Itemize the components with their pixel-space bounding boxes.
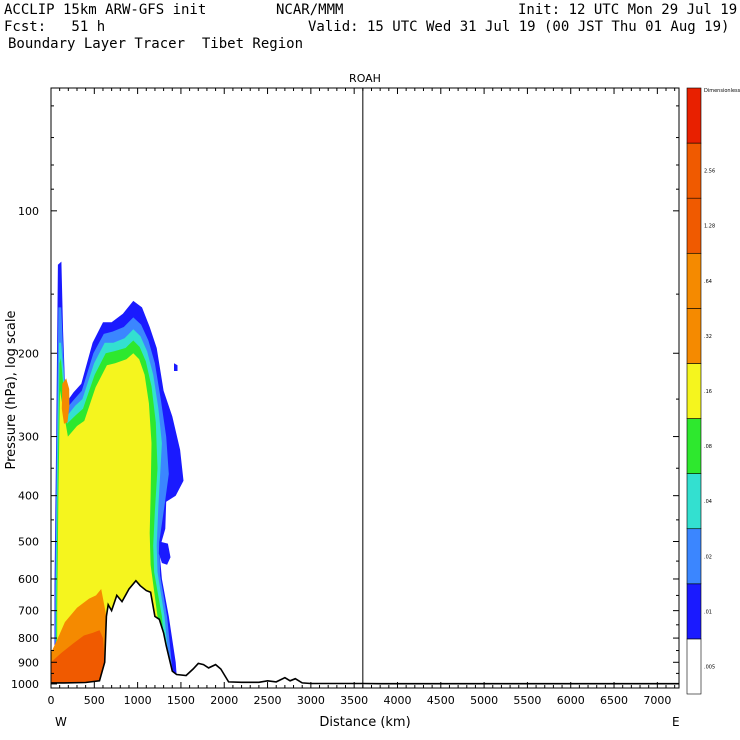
x-tick-label: 4000 (383, 694, 411, 707)
x-tick-label: 2000 (210, 694, 238, 707)
x-tick-label: 2500 (254, 694, 282, 707)
y-tick-label: 100 (18, 205, 39, 218)
colorbar-swatch (686, 197, 702, 254)
x-tick-label: 3500 (340, 694, 368, 707)
terrain-mask (51, 580, 679, 688)
x-tick-label: 6500 (600, 694, 628, 707)
y-tick-label: 200 (18, 347, 39, 360)
x-tick-label: 1000 (124, 694, 152, 707)
x-axis: 0 500 1000 1500 2000 2500 3000 3500 4000 4500 5000… (48, 88, 676, 707)
colorbar-label: .02 (704, 554, 712, 560)
y-tick-label: 700 (18, 605, 39, 618)
x-tick-label: 5000 (470, 694, 498, 707)
colorbar-label: .64 (704, 279, 712, 285)
chart-title: ROAH (349, 72, 381, 85)
colorbar-swatch (686, 473, 702, 530)
colorbar-label: .01 (704, 609, 712, 615)
colorbar-label: .005 (704, 664, 715, 670)
y-tick-label: 1000 (11, 678, 39, 691)
y-tick-label: 600 (18, 573, 39, 586)
plot-frame (50, 87, 680, 689)
east-endpoint-label: E (672, 715, 680, 729)
x-tick-label: 5500 (513, 694, 541, 707)
colorbar-label: .32 (704, 334, 712, 340)
colorbar-swatch (686, 638, 702, 695)
colorbar-swatch (686, 583, 702, 640)
y-tick-label: 500 (18, 536, 39, 549)
colorbar-label: .08 (704, 444, 712, 450)
colorbar-swatch (686, 528, 702, 585)
x-tick-label: 3000 (297, 694, 325, 707)
colorbar-label: .16 (704, 389, 712, 395)
forecast-hour-label: Fcst: 51 h (4, 19, 106, 35)
y-tick-label: 900 (18, 656, 39, 669)
colorbar-swatch (686, 142, 702, 199)
terrain-layer (51, 579, 679, 688)
y-axis: 100 200 300 400 500 600 700 800 900 1000 (11, 105, 679, 691)
x-tick-label: 6000 (557, 694, 585, 707)
colorbar-label: 1.28 (704, 224, 715, 230)
contour-fill-4 (57, 353, 161, 683)
west-endpoint-label: W (55, 715, 67, 729)
colorbar-swatch (686, 308, 702, 364)
y-tick-label: 400 (18, 490, 39, 503)
y-tick-label: 300 (18, 431, 39, 444)
colorbar: .005 .01 .02 .04 .08 .16 .32 .64 1.28 2.56 Dimensi… (686, 87, 740, 695)
contour-fill-8 (51, 630, 105, 683)
field-label: Boundary Layer Tracer Tibet Region (8, 36, 304, 52)
colorbar-label: Dimensionless (704, 88, 740, 94)
y-tick-label: 800 (18, 632, 39, 645)
x-tick-label: 0 (48, 694, 55, 707)
colorbar-swatch (686, 252, 702, 309)
x-tick-label: 7000 (643, 694, 671, 707)
colorbar-swatch (686, 87, 702, 144)
colorbar-swatch (686, 363, 702, 419)
model-label: ACCLIP 15km ARW-GFS init (4, 2, 207, 18)
init-label: Init: 12 UTC Mon 29 Jul 19 (518, 2, 738, 18)
contour-fill-7 (62, 380, 66, 398)
tracer-contour-fills (51, 261, 184, 683)
contour-fill-10 (174, 363, 178, 371)
x-axis-label: Distance (km) (319, 715, 410, 730)
colorbar-swatch (686, 418, 702, 474)
x-tick-label: 4500 (427, 694, 455, 707)
center-label: NCAR/MMM (276, 2, 344, 18)
y-axis-label: Pressure (hPa), log scale (4, 311, 19, 470)
colorbar-label: .04 (704, 499, 712, 505)
x-tick-label: 500 (84, 694, 105, 707)
valid-time-label: Valid: 15 UTC Wed 31 Jul 19 (00 JST Thu … (308, 19, 730, 35)
contour-fill-9 (158, 541, 171, 565)
colorbar-label: 2.56 (704, 169, 715, 175)
terrain-line (51, 579, 679, 685)
x-tick-label: 1500 (167, 694, 195, 707)
